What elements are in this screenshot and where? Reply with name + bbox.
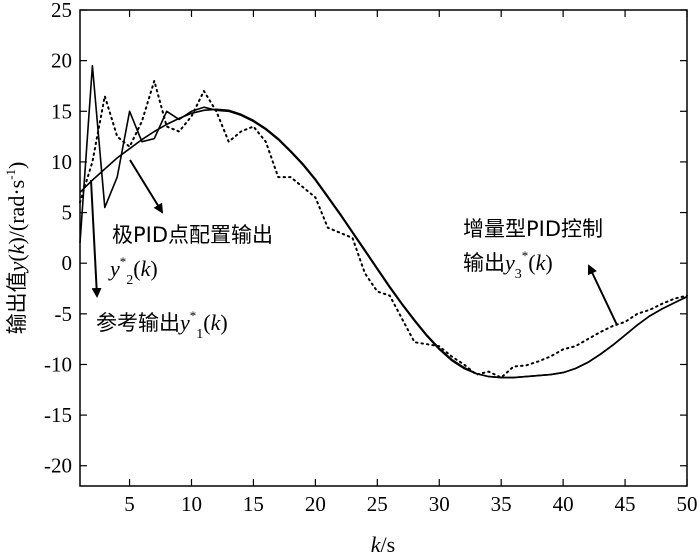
x-tick-label: 45 [615, 492, 636, 516]
plot-frame [79, 9, 688, 487]
tick-labels: 5 10 15 20 25 30 35 40 45 50 -20 -15 -10 -5 0 5 10 15 20 25 [44, 0, 698, 516]
annotation-y2-line1: 极PID点配置输出 [112, 223, 273, 247]
y-tick-label: -15 [44, 403, 72, 427]
x-tick-label: 40 [553, 492, 574, 516]
annotation-y3-line2: 输出y3*(k) [463, 248, 553, 282]
y-tick-label: 15 [51, 99, 72, 123]
y-tick-label: 20 [51, 49, 72, 73]
x-tick-label: 35 [491, 492, 512, 516]
annotation-y2-line2: y*2(k) [108, 254, 158, 288]
y-tick-label: 10 [51, 150, 72, 174]
x-tick-label: 20 [305, 492, 326, 516]
y-tick-label: -5 [55, 302, 73, 326]
y-tick-label: 0 [62, 251, 73, 275]
x-tick-label: 10 [181, 492, 202, 516]
arrow-y2 [129, 159, 164, 214]
x-tick-label: 30 [429, 492, 450, 516]
y-tick-label: -20 [44, 454, 72, 478]
y-tick-label: -10 [44, 352, 72, 376]
annotation-y1: 参考输出y*1(k) [96, 308, 228, 342]
x-tick-label: 25 [367, 492, 388, 516]
y-tick-label: 25 [51, 0, 72, 22]
y-axis-label: 输出值y(k)/(rad·s-1) [3, 162, 29, 335]
tick-marks [80, 9, 688, 486]
series-layer [79, 64, 688, 379]
x-tick-label: 15 [243, 492, 264, 516]
series-line-y2 [79, 64, 688, 379]
y-tick-label: 5 [62, 201, 73, 225]
x-tick-label: 50 [677, 492, 698, 516]
x-axis-label: k/s [371, 532, 395, 557]
arrow-y1 [90, 179, 102, 298]
x-tick-label: 5 [124, 492, 135, 516]
series-line-y3 [79, 79, 688, 379]
annotation-y3-line1: 增量型PID控制 [463, 217, 603, 241]
arrow-y3 [587, 264, 618, 326]
